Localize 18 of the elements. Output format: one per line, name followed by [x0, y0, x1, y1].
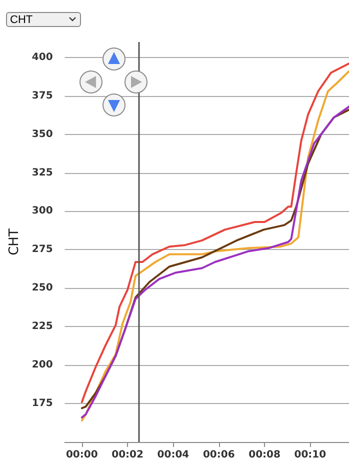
y-tick-label: 225	[32, 321, 53, 332]
y-axis-title: CHT	[7, 228, 22, 256]
y-tick-label: 200	[32, 360, 53, 371]
y-tick-label: 250	[32, 282, 53, 294]
x-tick-label: 00:04	[157, 450, 190, 460]
x-tick-label: 00:10	[294, 450, 326, 460]
dropdown-field: CHT	[6, 12, 81, 27]
y-tick-label: 350	[32, 128, 53, 140]
y-tick-label: 175	[32, 398, 53, 410]
y-tick-label: 400	[32, 52, 53, 63]
x-tick-label: 00:06	[202, 450, 235, 460]
y-tick-label: 275	[32, 244, 53, 256]
x-tick-label: 00:00	[66, 450, 98, 460]
x-tick-label: 00:02	[112, 450, 144, 460]
y-tick-label: 375	[32, 90, 53, 102]
y-tick-label: 325	[32, 167, 53, 178]
y-tick-label: 300	[32, 206, 53, 217]
x-tick-label: 00:08	[248, 450, 280, 460]
